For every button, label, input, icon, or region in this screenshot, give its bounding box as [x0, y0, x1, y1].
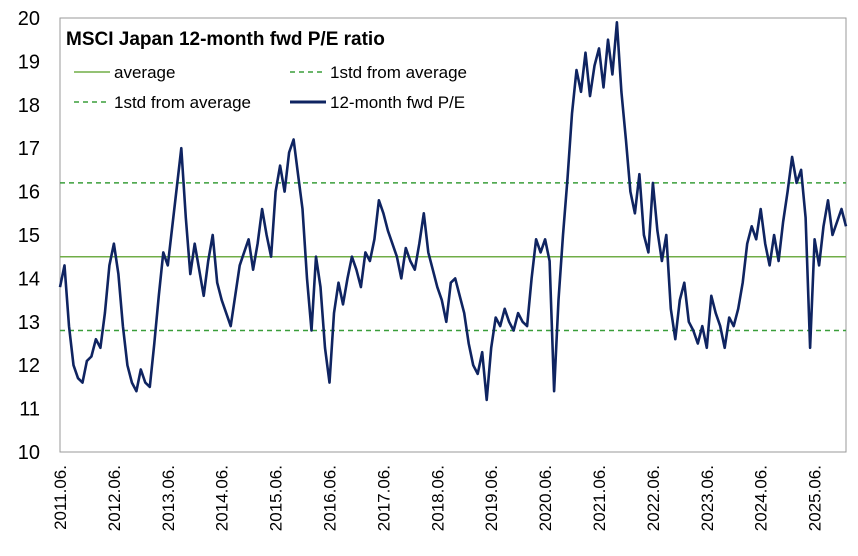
y-tick-label: 14 — [18, 268, 40, 290]
x-tick-label: 2023.06. — [698, 465, 717, 531]
x-tick-label: 2021.06. — [590, 465, 609, 531]
legend-label: average — [114, 63, 175, 82]
x-tick-label: 2018.06. — [428, 465, 447, 531]
x-tick-label: 2017.06. — [374, 465, 393, 531]
plot-area — [59, 17, 847, 453]
legend-label: 1std from average — [114, 93, 251, 112]
y-tick-label: 18 — [18, 95, 40, 117]
x-tick-label: 2022.06. — [644, 465, 663, 531]
series-line-pe — [58, 21, 848, 402]
x-tick-label: 2024.06. — [752, 465, 771, 531]
y-tick-label: 20 — [18, 8, 40, 30]
x-tick-label: 2025.06. — [806, 465, 825, 531]
x-tick-label: 2012.06. — [105, 465, 124, 531]
x-tick-label: 2014.06. — [213, 465, 232, 531]
x-tick-label: 2011.06. — [51, 465, 70, 530]
x-tick-label: 2019.06. — [482, 465, 501, 531]
series-layer — [58, 21, 848, 402]
y-axis: 10 11 12 13 14 15 16 17 18 19 20 — [18, 8, 40, 464]
reference-lines — [60, 182, 846, 332]
y-tick-label: 13 — [18, 312, 40, 334]
y-tick-label: 19 — [18, 51, 40, 73]
chart-title: MSCI Japan 12-month fwd P/E ratio — [66, 29, 385, 50]
legend-label: 1std from average — [330, 63, 467, 82]
y-tick-label: 11 — [19, 399, 40, 421]
x-tick-label: 2013.06. — [159, 465, 178, 531]
x-tick-label: 2020.06. — [536, 465, 555, 531]
legend-label: 12-month fwd P/E — [330, 93, 465, 112]
legend: average 1std from average 1std from averag… — [74, 63, 467, 112]
x-axis: 2011.06. 2012.06. 2013.06. 2014.06. 2015.06.… — [51, 465, 825, 531]
y-tick-label: 17 — [18, 138, 40, 160]
x-tick-label: 2016.06. — [320, 465, 339, 531]
y-tick-label: 10 — [18, 442, 40, 464]
y-tick-label: 15 — [18, 225, 40, 247]
y-tick-label: 16 — [18, 182, 40, 204]
x-tick-label: 2015.06. — [267, 465, 286, 531]
y-tick-label: 12 — [18, 355, 40, 377]
